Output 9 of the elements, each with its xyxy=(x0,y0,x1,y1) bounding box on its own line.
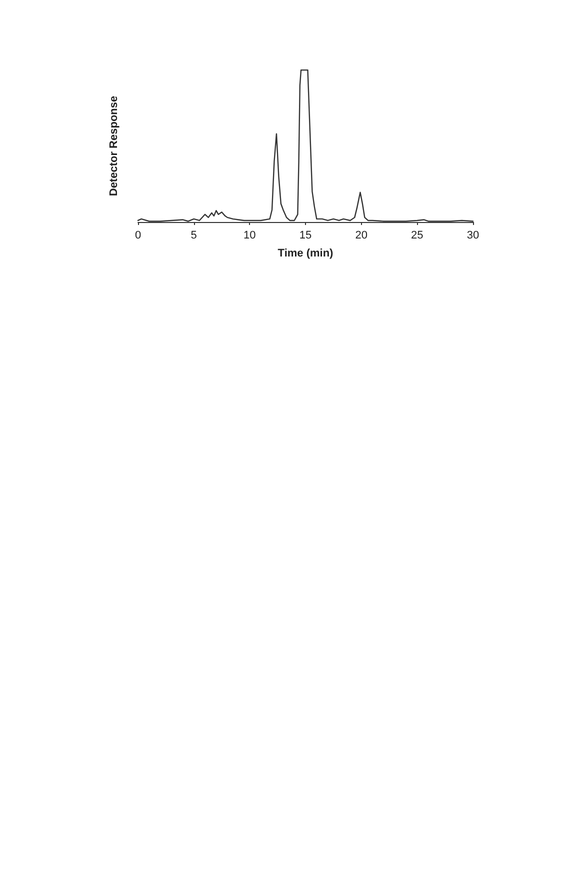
x-tick-label: 15 xyxy=(299,230,312,242)
x-tick-label: 5 xyxy=(190,230,197,242)
x-tick-label: 25 xyxy=(411,230,424,242)
x-tick-label: 0 xyxy=(134,230,142,242)
x-tick-label: 10 xyxy=(244,230,256,242)
x-tick-label: 30 xyxy=(466,230,480,242)
x-tick-label: 20 xyxy=(355,230,368,242)
x-axis-title: Time (min) xyxy=(278,248,334,260)
y-axis-title: Detector Response xyxy=(108,96,120,196)
